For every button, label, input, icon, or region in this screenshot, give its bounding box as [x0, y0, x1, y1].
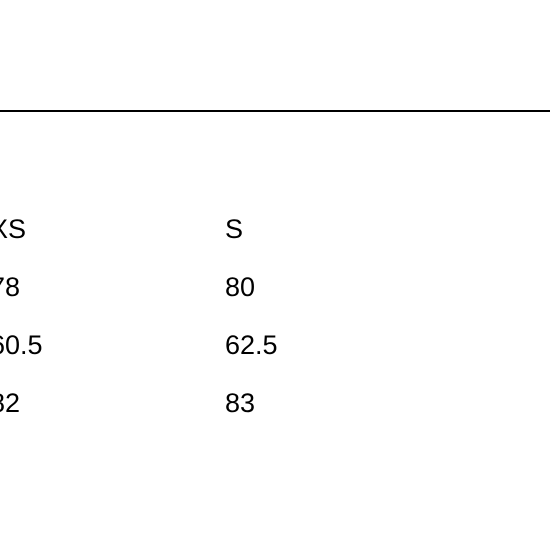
table-row: XS S [0, 200, 550, 258]
cell-value: 83 [225, 388, 345, 419]
cell-value: 60.5 [0, 330, 110, 361]
size-table: XS S 78 80 60.5 62.5 82 83 [0, 200, 550, 432]
cell-value: 62.5 [225, 330, 345, 361]
size-header-xs: XS [0, 214, 110, 245]
horizontal-divider [0, 110, 550, 112]
cell-value: 82 [0, 388, 110, 419]
cell-value: 78 [0, 272, 110, 303]
table-row: 60.5 62.5 [0, 316, 550, 374]
cell-value: 80 [225, 272, 345, 303]
table-row: 78 80 [0, 258, 550, 316]
table-row: 82 83 [0, 374, 550, 432]
size-header-s: S [225, 214, 345, 245]
